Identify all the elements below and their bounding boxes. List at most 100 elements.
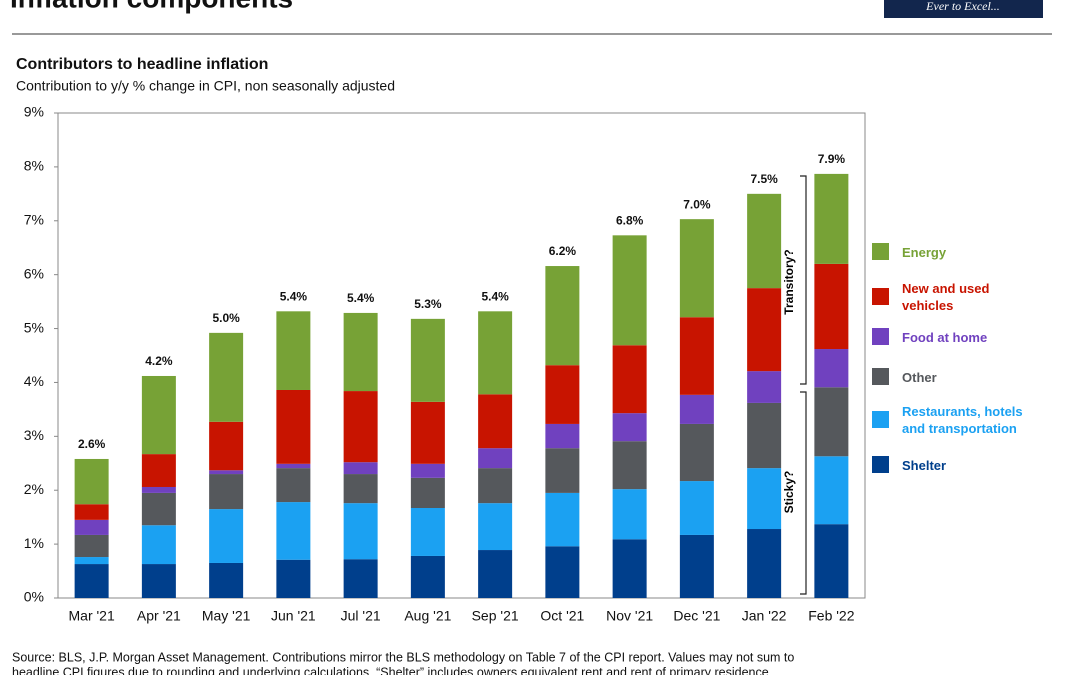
- y-tick-label: 1%: [24, 535, 44, 551]
- bar-segment: [747, 529, 782, 598]
- bar-segment: [74, 458, 109, 505]
- total-label: 5.4%: [280, 289, 308, 303]
- bar-segment: [478, 311, 513, 395]
- bar-segment: [276, 559, 311, 598]
- bar-segment: [141, 486, 176, 493]
- legend-label: Restaurants, hotels and transportation: [902, 404, 1023, 436]
- chart-title: Contributors to headline inflation: [16, 56, 268, 73]
- x-tick-label: Aug '21: [404, 608, 451, 624]
- bar-segment: [478, 550, 513, 598]
- bar-segment: [612, 489, 647, 540]
- bar-segment: [141, 492, 176, 526]
- bar-segment: [276, 463, 311, 469]
- bar-segment: [343, 391, 378, 463]
- y-tick-label: 8%: [24, 158, 44, 174]
- total-label: 7.9%: [818, 152, 846, 166]
- bar-segment: [343, 312, 378, 392]
- bar-segment: [478, 394, 513, 449]
- y-tick-label: 7%: [24, 211, 44, 227]
- legend-swatch: [872, 288, 889, 305]
- bar-segment: [679, 219, 714, 318]
- x-tick-label: Jun '21: [271, 608, 316, 624]
- total-label: 7.5%: [750, 172, 778, 186]
- bar-segment: [209, 509, 244, 563]
- bar-segment: [478, 448, 513, 469]
- bar-segment: [612, 539, 647, 598]
- bar-segment: [814, 263, 849, 350]
- legend-swatch: [872, 328, 889, 345]
- bar-segment: [209, 474, 244, 510]
- bar-segment: [343, 474, 378, 504]
- bar-segment: [74, 557, 109, 565]
- x-tick-label: Apr '21: [137, 608, 181, 624]
- sticky-bracket: [800, 391, 807, 595]
- bar-segment: [343, 503, 378, 560]
- bar-segment: [545, 423, 580, 449]
- bar-segment: [545, 365, 580, 424]
- legend-label: New and used vehicles: [902, 281, 990, 313]
- annotation: Sticky?: [782, 471, 796, 514]
- total-label: 5.4%: [481, 289, 509, 303]
- bar-segment: [612, 345, 647, 414]
- bar-segment: [209, 470, 244, 475]
- total-label: 4.2%: [145, 354, 173, 368]
- legend-label: Other: [902, 369, 937, 385]
- bar-segment: [141, 454, 176, 487]
- bar-segment: [141, 525, 176, 565]
- x-tick-label: Oct '21: [540, 608, 584, 624]
- legend-label: Energy: [902, 244, 947, 260]
- chart-subtitle: Contribution to y/y % change in CPI, non…: [16, 78, 395, 94]
- bar-segment: [209, 421, 244, 471]
- bar-segment: [747, 371, 782, 403]
- bar-segment: [74, 564, 109, 598]
- bar-segment: [612, 413, 647, 442]
- bar-segment: [679, 394, 714, 424]
- legend-swatch: [872, 368, 889, 385]
- y-tick-label: 2%: [24, 481, 44, 497]
- bar-segment: [747, 193, 782, 289]
- plot-frame: [57, 112, 866, 599]
- bar-segment: [814, 524, 849, 598]
- bar-segment: [747, 468, 782, 530]
- legend-swatch: [872, 411, 889, 428]
- bar-segment: [74, 504, 109, 520]
- bar-segment: [74, 534, 109, 558]
- bar-segment: [814, 387, 849, 457]
- bar-segment: [747, 402, 782, 469]
- total-label: 5.0%: [212, 311, 240, 325]
- bar-segment: [410, 318, 445, 402]
- logo-box: [884, 0, 1043, 18]
- legend-label: Food at home: [902, 329, 988, 345]
- logo-text: Ever to Excel...: [925, 0, 1000, 13]
- bar-segment: [612, 235, 647, 346]
- bar-segment: [141, 564, 176, 598]
- legend-swatch: [872, 243, 889, 260]
- total-label: 6.2%: [549, 244, 577, 258]
- bar-segment: [410, 555, 445, 598]
- y-tick-label: 6%: [24, 265, 44, 281]
- bar-segment: [410, 508, 445, 556]
- bar-segment: [276, 389, 311, 464]
- x-tick-label: Mar '21: [69, 608, 115, 624]
- bar-segment: [679, 317, 714, 395]
- bar-segment: [141, 375, 176, 455]
- bar-segment: [478, 503, 513, 551]
- y-tick-label: 4%: [24, 373, 44, 389]
- bar-segment: [545, 546, 580, 598]
- y-tick-label: 5%: [24, 319, 44, 335]
- bar-segment: [74, 519, 109, 535]
- bar-segment: [679, 534, 714, 598]
- legend-label: Shelter: [902, 457, 947, 473]
- x-tick-label: Jan '22: [742, 608, 787, 624]
- bar-segment: [343, 559, 378, 598]
- x-tick-label: Feb '22: [808, 608, 854, 624]
- bar-segment: [679, 423, 714, 482]
- footnote: headline CPI figures due to rounding and…: [12, 665, 772, 675]
- total-label: 2.6%: [78, 437, 106, 451]
- bar-segment: [276, 468, 311, 503]
- bar-segment: [209, 332, 244, 422]
- bar-segment: [545, 448, 580, 493]
- bar-segment: [410, 463, 445, 478]
